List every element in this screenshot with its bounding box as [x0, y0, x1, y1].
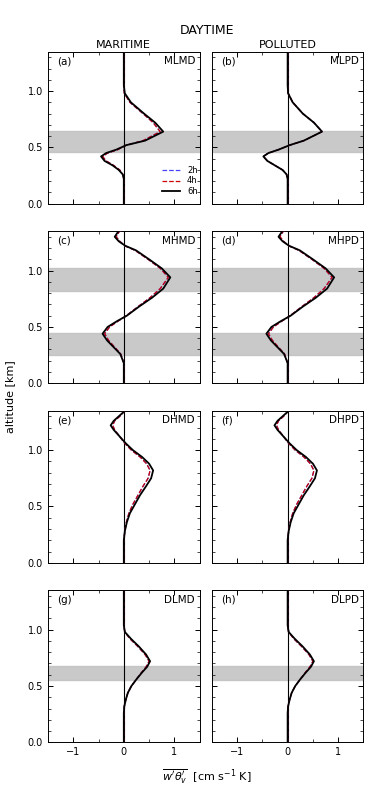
Text: (h): (h) — [221, 595, 235, 605]
Text: MLPD: MLPD — [330, 56, 359, 66]
Text: (d): (d) — [221, 236, 235, 245]
Legend: 2h, 4h, 6h: 2h, 4h, 6h — [161, 165, 199, 197]
Text: MLMD: MLMD — [163, 56, 195, 66]
Bar — [48, 665, 200, 680]
Bar — [212, 333, 363, 355]
Bar — [48, 268, 200, 291]
Bar — [48, 130, 200, 152]
Text: (g): (g) — [57, 595, 72, 605]
Text: altitude [km]: altitude [km] — [6, 360, 15, 434]
Title: POLLUTED: POLLUTED — [259, 40, 317, 50]
Text: $\overline{w'\theta_v'}$  [cm s$^{-1}$ K]: $\overline{w'\theta_v'}$ [cm s$^{-1}$ K] — [162, 768, 251, 786]
Text: DHPD: DHPD — [329, 415, 359, 426]
Text: MHPD: MHPD — [328, 236, 359, 245]
Text: (c): (c) — [57, 236, 71, 245]
Text: DAYTIME: DAYTIME — [179, 24, 234, 37]
Text: (e): (e) — [57, 415, 72, 426]
Text: MHMD: MHMD — [162, 236, 195, 245]
Bar — [48, 333, 200, 355]
Text: DHMD: DHMD — [162, 415, 195, 426]
Text: (a): (a) — [57, 56, 72, 66]
Text: (f): (f) — [221, 415, 232, 426]
Text: DLPD: DLPD — [331, 595, 359, 605]
Text: (b): (b) — [221, 56, 235, 66]
Bar — [212, 268, 363, 291]
Bar — [212, 130, 363, 152]
Title: MARITIME: MARITIME — [96, 40, 151, 50]
Bar — [212, 665, 363, 680]
Text: DLMD: DLMD — [165, 595, 195, 605]
